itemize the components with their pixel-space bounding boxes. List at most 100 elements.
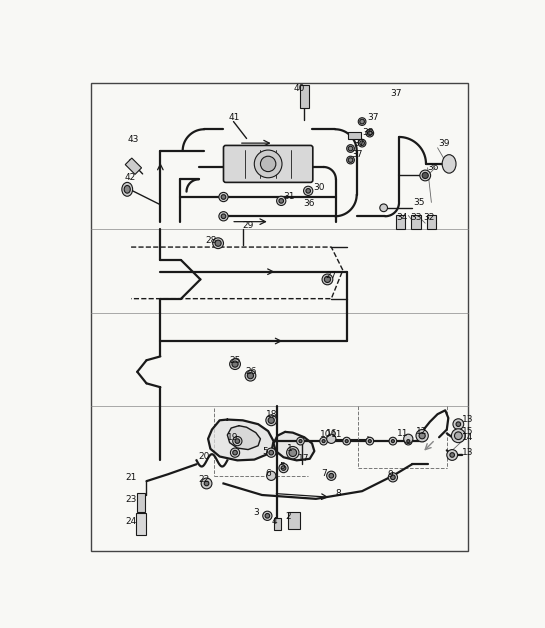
Ellipse shape xyxy=(277,196,286,205)
Ellipse shape xyxy=(453,419,464,430)
Ellipse shape xyxy=(447,450,458,460)
Polygon shape xyxy=(208,420,274,460)
Ellipse shape xyxy=(219,192,228,202)
Ellipse shape xyxy=(422,172,428,178)
Text: 21: 21 xyxy=(125,473,136,482)
Text: 31: 31 xyxy=(283,192,295,201)
Bar xyxy=(396,215,405,229)
Text: 37: 37 xyxy=(352,150,363,159)
Ellipse shape xyxy=(289,449,296,457)
Bar xyxy=(274,518,281,531)
Text: 13: 13 xyxy=(462,448,474,457)
Ellipse shape xyxy=(219,212,228,221)
Text: 6: 6 xyxy=(265,469,271,478)
Ellipse shape xyxy=(320,437,328,445)
Text: 39: 39 xyxy=(438,139,450,148)
Ellipse shape xyxy=(229,359,240,369)
Text: 2: 2 xyxy=(285,512,290,521)
Bar xyxy=(411,215,421,229)
Ellipse shape xyxy=(360,119,365,124)
Text: 27: 27 xyxy=(325,271,336,280)
Ellipse shape xyxy=(347,144,354,153)
Ellipse shape xyxy=(322,440,325,443)
Ellipse shape xyxy=(232,361,238,367)
Text: 8: 8 xyxy=(335,489,341,498)
Ellipse shape xyxy=(279,198,283,203)
Ellipse shape xyxy=(266,415,277,426)
Text: 28: 28 xyxy=(205,236,216,245)
Ellipse shape xyxy=(326,471,336,480)
Text: 1: 1 xyxy=(287,443,293,453)
Text: 37: 37 xyxy=(391,89,402,99)
Ellipse shape xyxy=(456,422,461,426)
Text: 40: 40 xyxy=(294,84,305,93)
Bar xyxy=(427,215,436,229)
Text: 19: 19 xyxy=(227,433,239,441)
Ellipse shape xyxy=(247,372,253,379)
Ellipse shape xyxy=(268,417,274,423)
Ellipse shape xyxy=(442,154,456,173)
Ellipse shape xyxy=(450,453,455,457)
Ellipse shape xyxy=(358,117,366,126)
Text: 38: 38 xyxy=(362,128,373,137)
Text: 18: 18 xyxy=(266,409,277,419)
Text: 35: 35 xyxy=(414,198,425,207)
Ellipse shape xyxy=(358,139,366,147)
Text: 32: 32 xyxy=(423,214,435,222)
Ellipse shape xyxy=(233,450,238,455)
Ellipse shape xyxy=(404,437,412,445)
Ellipse shape xyxy=(343,437,350,445)
Bar xyxy=(91,83,468,551)
Text: 23: 23 xyxy=(125,495,136,504)
Ellipse shape xyxy=(296,437,304,445)
Text: 5: 5 xyxy=(279,462,284,471)
Ellipse shape xyxy=(269,450,274,455)
Text: 30: 30 xyxy=(313,183,325,192)
Ellipse shape xyxy=(324,276,330,283)
Ellipse shape xyxy=(215,240,221,246)
Text: 36: 36 xyxy=(427,163,439,172)
Text: 25: 25 xyxy=(229,355,241,365)
Ellipse shape xyxy=(407,440,410,443)
Ellipse shape xyxy=(204,481,209,486)
Ellipse shape xyxy=(221,214,226,219)
Text: 3: 3 xyxy=(253,508,259,517)
Ellipse shape xyxy=(221,195,226,199)
Bar xyxy=(137,493,145,512)
Bar xyxy=(125,158,142,175)
Ellipse shape xyxy=(279,463,288,473)
Polygon shape xyxy=(227,426,261,450)
Text: 36: 36 xyxy=(304,200,315,208)
Text: 7: 7 xyxy=(322,469,327,478)
Ellipse shape xyxy=(122,182,132,196)
Ellipse shape xyxy=(255,150,282,178)
Ellipse shape xyxy=(299,440,302,443)
Text: 42: 42 xyxy=(125,173,136,182)
Ellipse shape xyxy=(345,440,348,443)
Text: 29: 29 xyxy=(243,221,254,230)
Text: 20: 20 xyxy=(198,452,209,461)
Text: 16: 16 xyxy=(326,429,337,438)
Text: 37: 37 xyxy=(353,139,365,148)
Text: 5: 5 xyxy=(262,447,268,456)
Ellipse shape xyxy=(304,187,313,195)
Text: 10: 10 xyxy=(320,430,331,440)
Ellipse shape xyxy=(267,471,276,480)
Text: 43: 43 xyxy=(128,135,140,144)
Ellipse shape xyxy=(389,437,397,445)
Ellipse shape xyxy=(455,432,462,440)
Ellipse shape xyxy=(261,156,276,171)
Text: 17: 17 xyxy=(298,453,310,463)
Ellipse shape xyxy=(347,156,354,164)
Ellipse shape xyxy=(329,474,334,478)
Polygon shape xyxy=(274,432,314,460)
Ellipse shape xyxy=(380,204,387,212)
Ellipse shape xyxy=(391,475,395,480)
Ellipse shape xyxy=(388,473,397,482)
Text: 9: 9 xyxy=(387,470,393,479)
Ellipse shape xyxy=(287,447,299,459)
Ellipse shape xyxy=(367,131,372,136)
Ellipse shape xyxy=(213,238,223,249)
Text: 34: 34 xyxy=(397,214,408,222)
Text: 22: 22 xyxy=(199,475,210,484)
